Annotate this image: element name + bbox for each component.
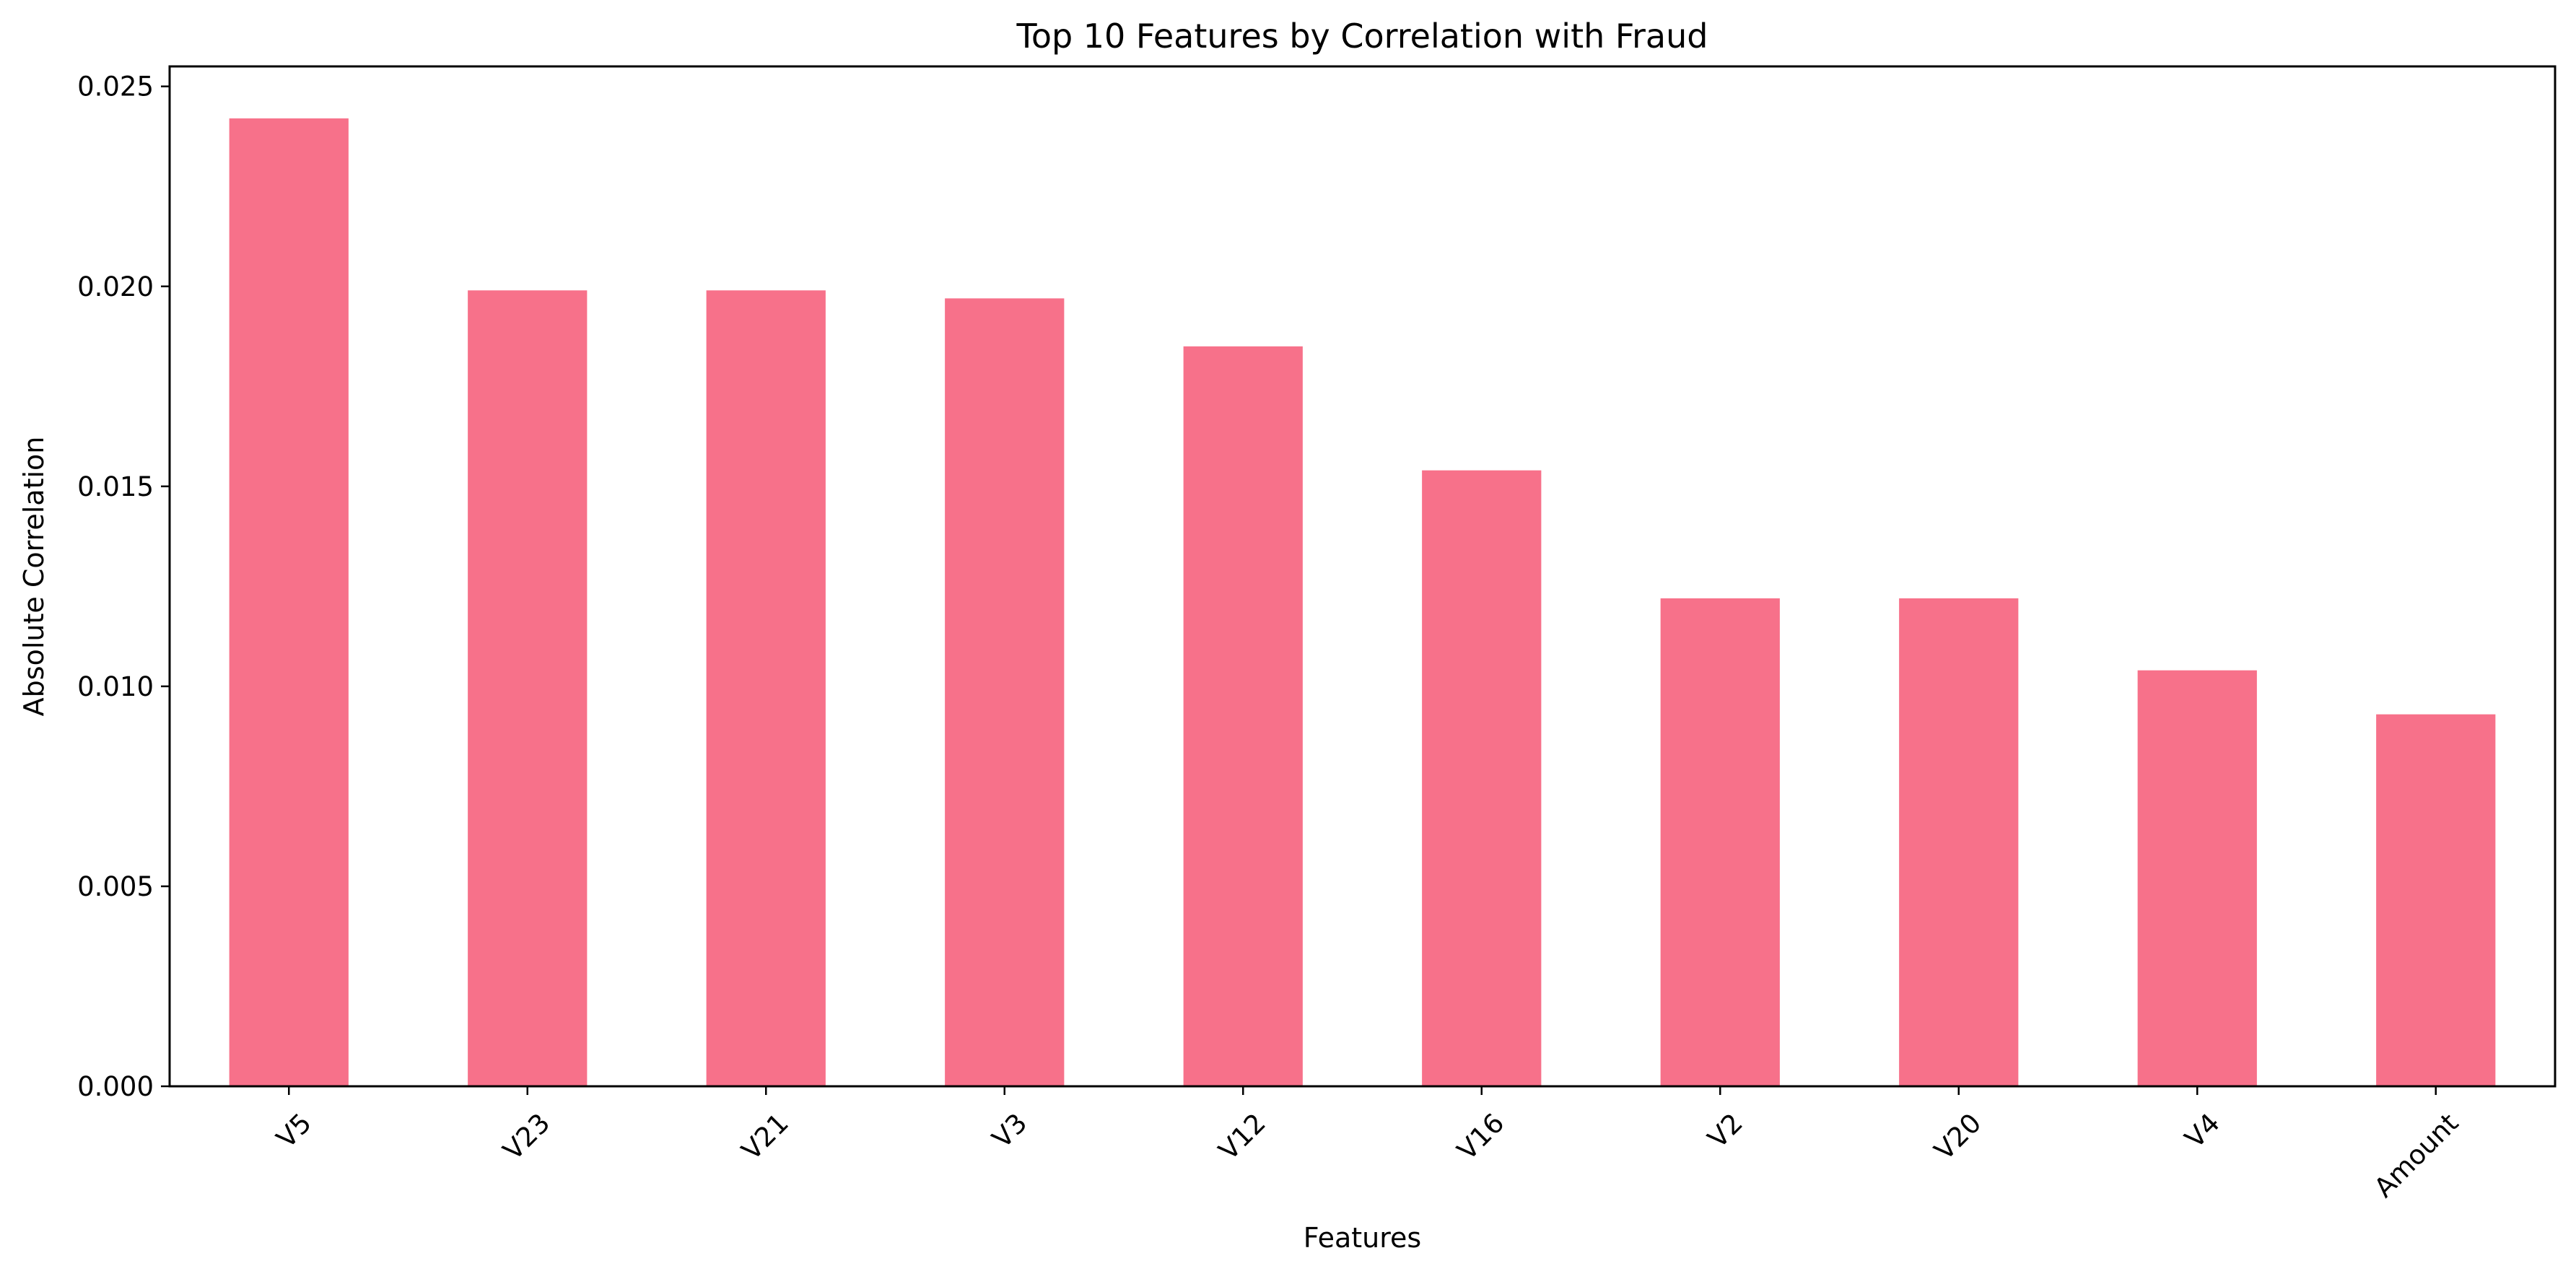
bar-v23 xyxy=(468,290,588,1086)
y-tick-label: 0.010 xyxy=(77,671,154,702)
bar-v3 xyxy=(945,298,1065,1087)
bar-v20 xyxy=(1899,598,2019,1086)
y-tick-label: 0.000 xyxy=(77,1071,154,1102)
plot-frame xyxy=(168,65,2557,1088)
y-axis-label: Absolute Correlation xyxy=(18,437,50,717)
y-axis-ticks: 0.000 0.005 0.010 0.015 0.020 0.025 xyxy=(77,71,170,1102)
bar-v16 xyxy=(1422,470,1542,1086)
y-tick-label: 0.020 xyxy=(77,271,154,302)
bar-amount xyxy=(2376,714,2496,1086)
chart-title: Top 10 Features by Correlation with Frau… xyxy=(1016,17,1708,56)
bar-v2 xyxy=(1660,598,1780,1086)
bar-v12 xyxy=(1183,346,1303,1087)
x-axis-label: Features xyxy=(1304,1222,1421,1254)
bar-v5 xyxy=(229,118,349,1087)
y-tick-label: 0.025 xyxy=(77,71,154,102)
y-tick-label: 0.005 xyxy=(77,871,154,902)
y-tick-label: 0.015 xyxy=(77,471,154,502)
bar-v4 xyxy=(2137,670,2257,1086)
bars-layer xyxy=(229,118,2496,1087)
bar-v21 xyxy=(706,290,826,1086)
